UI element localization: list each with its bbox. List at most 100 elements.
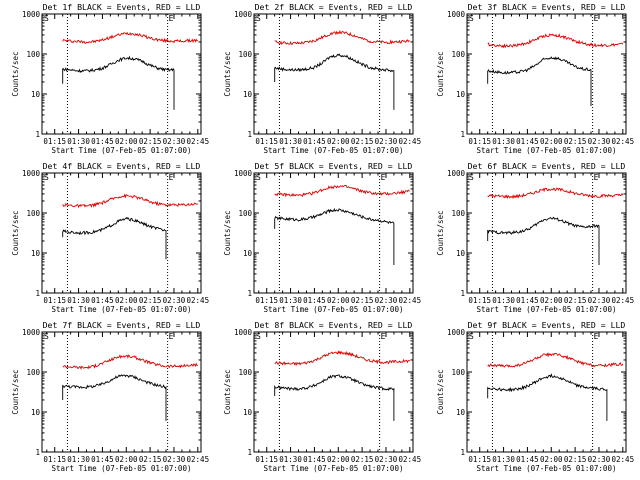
x-axis-label: Start Time (07-Feb-05 01:07:00) [264, 464, 404, 473]
y-tick-label: 100 [238, 209, 252, 218]
y-axis-label: Counts/sec [11, 210, 20, 255]
y-axis-label: Counts/sec [223, 369, 232, 414]
x-tick-label: 01:15 [255, 137, 278, 146]
events-series-line [62, 55, 175, 110]
detector-panel: Det 3f BLACK = Events, RED = LLD S E 1 10 100… [436, 2, 634, 155]
x-tick-label: 01:15 [468, 296, 491, 305]
end-marker: E [381, 14, 386, 23]
y-tick-label: 10 [31, 249, 41, 258]
lld-series-line [274, 350, 411, 367]
detector-panel: Det 5f BLACK = Events, RED = LLD S E 1 10 100… [223, 161, 421, 314]
lld-series-line [62, 193, 199, 209]
y-axis-label: Counts/sec [436, 369, 445, 414]
x-tick-label: 01:15 [468, 455, 491, 464]
start-marker: S [469, 14, 474, 23]
x-tick-label: 02:45 [612, 137, 635, 146]
x-tick-label: 01:45 [516, 296, 539, 305]
start-marker: S [469, 332, 474, 341]
x-axis-label: Start Time (07-Feb-05 01:07:00) [477, 305, 617, 314]
y-tick-label: 100 [238, 50, 252, 59]
x-tick-label: 02:15 [351, 137, 374, 146]
y-tick-label: 1 [35, 448, 40, 457]
panel-title: Det 8f BLACK = Events, RED = LLD [255, 320, 413, 330]
x-tick-label: 01:45 [91, 296, 114, 305]
plot-frame [466, 331, 627, 453]
plot-frame [253, 331, 414, 453]
plot-frame [253, 172, 414, 294]
detector-panel: Det 9f BLACK = Events, RED = LLD S E 1 10 100… [436, 320, 634, 473]
plot-frame [466, 13, 627, 135]
detector-panel: Det 4f BLACK = Events, RED = LLD S E 1 10 100… [11, 161, 209, 314]
x-axis-label: Start Time (07-Feb-05 01:07:00) [264, 305, 404, 314]
y-tick-label: 10 [31, 408, 41, 417]
y-tick-label: 100 [26, 209, 40, 218]
events-series-line [487, 56, 592, 106]
x-tick-label: 02:00 [540, 455, 563, 464]
x-tick-label: 02:00 [115, 296, 138, 305]
detector-panel: Det 7f BLACK = Events, RED = LLD S E 1 10 100… [11, 320, 209, 473]
y-axis-label: Counts/sec [436, 210, 445, 255]
start-marker: S [44, 332, 49, 341]
detector-panel: Det 6f BLACK = Events, RED = LLD S E 1 10 100… [436, 161, 634, 314]
x-tick-label: 01:15 [255, 296, 278, 305]
x-tick-label: 02:45 [399, 455, 422, 464]
x-tick-label: 02:30 [375, 455, 398, 464]
x-tick-label: 02:00 [327, 455, 350, 464]
x-tick-label: 02:45 [399, 137, 422, 146]
x-tick-label: 01:45 [303, 455, 326, 464]
lld-series-line [274, 29, 411, 45]
events-series-line [62, 216, 167, 260]
x-tick-label: 02:00 [540, 137, 563, 146]
y-axis-label: Counts/sec [223, 51, 232, 96]
x-tick-label: 01:30 [279, 296, 302, 305]
x-tick-label: 02:00 [115, 137, 138, 146]
x-tick-label: 02:30 [588, 137, 611, 146]
y-tick-label: 1 [35, 289, 40, 298]
y-tick-label: 1 [460, 130, 465, 139]
y-tick-label: 10 [31, 90, 41, 99]
start-marker: S [256, 14, 261, 23]
x-tick-label: 01:30 [492, 455, 515, 464]
panel-title: Det 9f BLACK = Events, RED = LLD [468, 320, 626, 330]
x-axis-label: Start Time (07-Feb-05 01:07:00) [264, 146, 404, 155]
end-marker: E [381, 332, 386, 341]
x-tick-label: 02:30 [588, 296, 611, 305]
x-tick-label: 01:30 [279, 137, 302, 146]
x-tick-label: 01:30 [67, 137, 90, 146]
plot-frame [41, 13, 202, 135]
x-tick-label: 02:15 [139, 296, 162, 305]
end-marker: E [381, 173, 386, 182]
x-tick-label: 01:45 [516, 455, 539, 464]
events-series-line [487, 373, 608, 421]
x-tick-label: 01:30 [492, 296, 515, 305]
x-tick-label: 01:15 [468, 137, 491, 146]
events-series-line [274, 53, 395, 110]
y-tick-label: 10 [456, 90, 466, 99]
y-tick-label: 10 [456, 408, 466, 417]
x-tick-label: 01:15 [255, 455, 278, 464]
y-tick-label: 1 [35, 130, 40, 139]
x-tick-label: 02:45 [187, 296, 210, 305]
lld-series-line [487, 187, 624, 199]
y-axis-label: Counts/sec [223, 210, 232, 255]
lld-series-line [62, 354, 199, 370]
x-axis-label: Start Time (07-Feb-05 01:07:00) [477, 146, 617, 155]
panel-title: Det 4f BLACK = Events, RED = LLD [43, 161, 201, 171]
x-tick-label: 02:15 [564, 137, 587, 146]
x-tick-label: 01:30 [492, 137, 515, 146]
x-tick-label: 01:15 [43, 137, 66, 146]
events-series-line [274, 374, 395, 421]
panel-title: Det 1f BLACK = Events, RED = LLD [43, 2, 201, 12]
x-tick-label: 02:45 [187, 137, 210, 146]
x-tick-label: 01:30 [279, 455, 302, 464]
y-tick-label: 1000 [447, 10, 466, 19]
x-tick-label: 02:30 [163, 137, 186, 146]
lld-series-line [274, 185, 410, 198]
x-tick-label: 01:15 [43, 296, 66, 305]
end-marker: E [169, 332, 174, 341]
x-tick-label: 01:30 [67, 455, 90, 464]
y-tick-label: 100 [238, 368, 252, 377]
y-tick-label: 1000 [22, 10, 41, 19]
y-axis-label: Counts/sec [11, 369, 20, 414]
